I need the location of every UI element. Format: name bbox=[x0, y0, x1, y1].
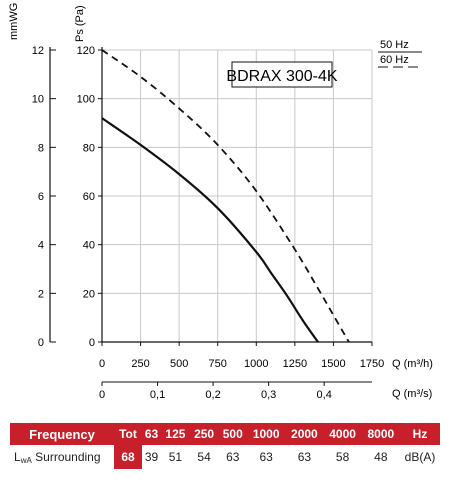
frequency-header: Frequency bbox=[10, 423, 114, 445]
sound-level-value: 63 bbox=[218, 445, 248, 469]
pressure-tick-label: 40 bbox=[83, 240, 95, 252]
frequency-band-header: 250 bbox=[189, 423, 219, 445]
mmwg-tick-label: 2 bbox=[38, 288, 44, 300]
flow-tick-label: 750 bbox=[209, 358, 227, 370]
mmwg-tick-label: 4 bbox=[38, 240, 44, 252]
lwa-surrounding-text: Surrounding bbox=[31, 449, 101, 464]
flow-ms-axis-label: Q (m³/s) bbox=[392, 388, 432, 400]
frequency-band-header: 1000 bbox=[247, 423, 286, 445]
frequency-unit-header: Hz bbox=[400, 423, 440, 445]
chart-grid bbox=[102, 49, 373, 342]
lwa-subscript: wA bbox=[20, 455, 32, 465]
frequency-band-header: 63 bbox=[142, 423, 162, 445]
tot-header: Tot bbox=[114, 423, 142, 445]
lwa-symbol: L bbox=[14, 449, 21, 464]
frequency-band-header: 2000 bbox=[285, 423, 324, 445]
pressure-tick-label: 60 bbox=[83, 191, 95, 203]
flow-tick-label: 1250 bbox=[283, 358, 307, 370]
sound-level-value: 51 bbox=[161, 445, 190, 469]
flow-axis-label: Q (m³/h) bbox=[392, 358, 433, 370]
flow-ms-tick-label: 0,4 bbox=[317, 389, 332, 401]
pressure-tick-label: 20 bbox=[83, 288, 95, 300]
sound-level-value: 63 bbox=[247, 445, 286, 469]
mmwg-axis-label: mmWG bbox=[8, 3, 20, 40]
chart-series bbox=[101, 49, 350, 343]
sound-unit-value: dB(A) bbox=[400, 445, 440, 469]
mmwg-tick-label: 0 bbox=[38, 337, 44, 349]
flow-tick-label: 1500 bbox=[321, 358, 345, 370]
frequency-band-header: 8000 bbox=[361, 423, 400, 445]
sound-level-value: 54 bbox=[189, 445, 219, 469]
flow-ms-tick-label: 0,1 bbox=[150, 389, 165, 401]
pressure-tick-label: 120 bbox=[77, 45, 95, 57]
frequency-band-header: 125 bbox=[161, 423, 190, 445]
pressure-tick-label: 80 bbox=[83, 142, 95, 154]
sound-level-value: 63 bbox=[285, 445, 324, 469]
flow-tick-label: 500 bbox=[170, 358, 188, 370]
flow-tick-label: 1000 bbox=[244, 358, 268, 370]
curve-60hz bbox=[101, 49, 350, 343]
sound-level-value: 48 bbox=[361, 445, 400, 469]
chart-axes bbox=[49, 47, 372, 383]
lwa-surrounding-label: LwA Surrounding bbox=[10, 445, 114, 469]
mmwg-tick-label: 12 bbox=[32, 45, 44, 57]
chart-legend: 50 Hz 60 Hz bbox=[378, 39, 422, 68]
sound-level-value: 58 bbox=[323, 445, 362, 469]
mmwg-tick-label: 8 bbox=[38, 142, 44, 154]
model-label: BDRAX 300-4K bbox=[226, 68, 337, 85]
frequency-band-header: 500 bbox=[218, 423, 248, 445]
flow-tick-label: 0 bbox=[99, 358, 105, 370]
curve-50hz bbox=[101, 117, 319, 343]
flow-ms-tick-label: 0,2 bbox=[205, 389, 220, 401]
pressure-tick-label: 100 bbox=[77, 94, 95, 106]
pressure-axis-label: Ps (Pa) bbox=[74, 5, 86, 42]
legend-label: 60 Hz bbox=[380, 54, 409, 66]
flow-ms-tick-label: 0,3 bbox=[261, 389, 276, 401]
pressure-tick-label: 0 bbox=[89, 337, 95, 349]
model-label-box: BDRAX 300-4K bbox=[226, 61, 338, 88]
flow-tick-label: 250 bbox=[131, 358, 149, 370]
sound-level-value: 39 bbox=[142, 445, 162, 469]
sound-table-header-row: Frequency Tot 63 125 250 500 1000 2000 4000 800… bbox=[10, 423, 440, 445]
legend-label: 50 Hz bbox=[380, 39, 409, 51]
sound-power-table: Frequency Tot 63 125 250 500 1000 2000 4000 800… bbox=[10, 423, 440, 469]
mmwg-tick-label: 6 bbox=[38, 191, 44, 203]
mmwg-tick-label: 10 bbox=[32, 94, 44, 106]
tot-value: 68 bbox=[114, 445, 142, 469]
sound-table-value-row: LwA Surrounding 68 39 51 54 63 63 63 58 48 dB(A) bbox=[10, 445, 440, 469]
flow-tick-label: 1750 bbox=[360, 358, 384, 370]
flow-ms-tick-label: 0 bbox=[99, 389, 105, 401]
frequency-band-header: 4000 bbox=[323, 423, 362, 445]
